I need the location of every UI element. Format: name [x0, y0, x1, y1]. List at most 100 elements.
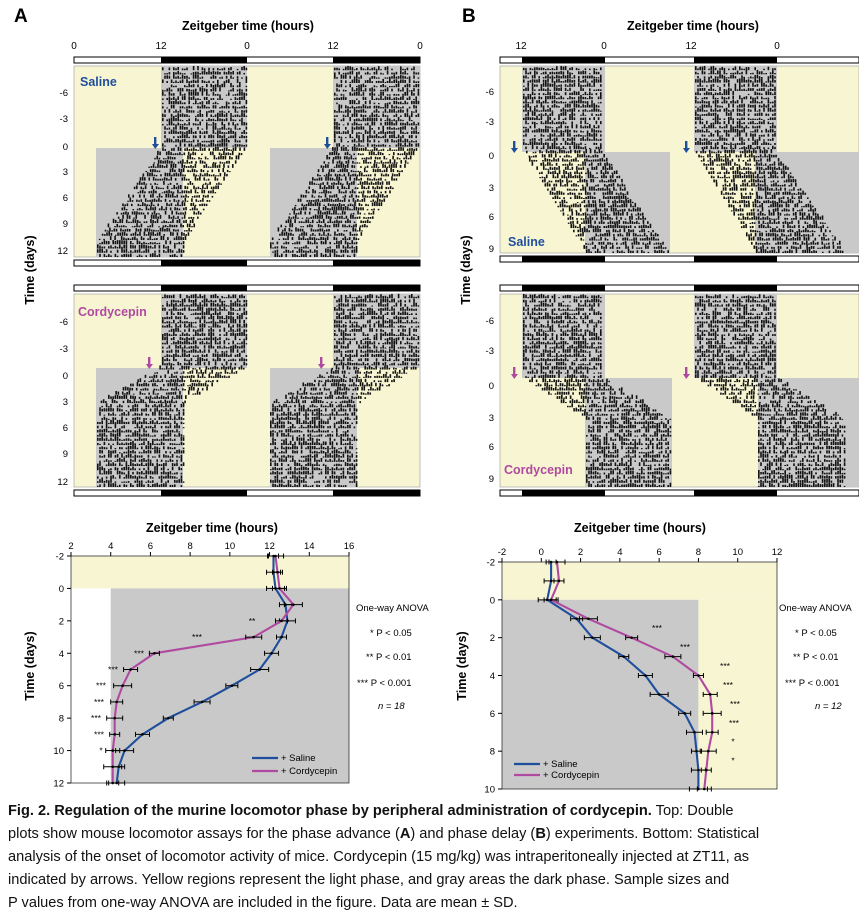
activity-bar	[212, 110, 215, 113]
activity-bar	[415, 353, 417, 357]
activity-bar	[380, 294, 382, 299]
activity-bar	[221, 138, 223, 143]
activity-bar	[342, 356, 345, 362]
activity-bar	[292, 423, 294, 429]
activity-bar	[404, 142, 406, 147]
activity-bar	[330, 168, 333, 173]
activity-bar	[170, 231, 172, 236]
activity-bar	[310, 392, 312, 395]
activity-bar	[393, 178, 395, 181]
activity-bar	[239, 338, 241, 341]
activity-bar	[145, 445, 147, 450]
activity-bar	[415, 334, 417, 336]
activity-bar	[380, 81, 382, 83]
activity-bar	[245, 343, 248, 345]
activity-bar	[316, 215, 319, 219]
activity-bar	[276, 252, 279, 257]
activity-bar	[307, 458, 309, 462]
activity-bar	[173, 81, 175, 83]
activity-bar	[166, 88, 168, 92]
activity-bar	[402, 145, 404, 147]
activity-bar	[386, 321, 389, 324]
activity-bar	[205, 366, 208, 370]
activity-bar	[352, 170, 355, 173]
activity-bar	[318, 202, 321, 207]
activity-bar	[355, 248, 358, 253]
activity-bar	[334, 204, 336, 207]
activity-bar	[174, 397, 176, 399]
activity-bar	[314, 379, 316, 383]
activity-bar	[389, 147, 391, 151]
activity-bar	[192, 65, 195, 71]
activity-bar	[99, 407, 101, 412]
activity-bar	[196, 383, 198, 387]
activity-bar	[134, 412, 136, 416]
activity-bar	[275, 398, 278, 404]
activity-bar	[132, 414, 134, 416]
activity-bar	[223, 327, 226, 332]
activity-bar	[359, 171, 362, 173]
activity-bar	[344, 412, 347, 416]
activity-bar	[133, 398, 136, 404]
activity-bar	[212, 319, 215, 324]
activity-bar	[197, 338, 199, 341]
activity-bar	[223, 176, 225, 181]
activity-bar	[414, 366, 417, 370]
activity-bar	[158, 253, 161, 257]
activity-bar	[338, 338, 340, 341]
activity-bar	[324, 223, 327, 228]
activity-bar	[321, 187, 324, 190]
activity-bar	[217, 130, 219, 134]
activity-bar	[404, 311, 406, 315]
activity-bar	[123, 240, 125, 245]
activity-bar	[166, 177, 168, 181]
activity-bar	[342, 68, 345, 71]
activity-bar	[110, 245, 112, 249]
activity-bar	[184, 123, 186, 126]
activity-bar	[382, 298, 384, 303]
activity-bar	[164, 322, 166, 324]
activity-bar	[364, 353, 367, 357]
activity-bar	[366, 170, 368, 173]
activity-bar	[406, 350, 409, 353]
activity-bar	[312, 203, 314, 207]
activity-bar	[386, 87, 389, 92]
activity-bar	[381, 153, 384, 156]
activity-bar	[369, 140, 371, 143]
activity-bar	[179, 303, 182, 307]
activity-bar	[116, 432, 119, 437]
activity-bar	[373, 334, 376, 336]
activity-bar	[411, 143, 413, 147]
activity-bar	[114, 414, 117, 416]
activity-bar	[134, 403, 136, 408]
activity-bar	[168, 108, 171, 113]
activity-bar	[179, 106, 182, 109]
activity-bar	[347, 338, 349, 341]
activity-bar	[389, 186, 392, 190]
activity-bar	[160, 160, 162, 164]
activity-bar	[182, 159, 184, 164]
activity-bar	[395, 128, 398, 130]
activity-bar	[202, 185, 204, 190]
activity-bar	[369, 92, 371, 96]
activity-bar	[243, 323, 245, 328]
activity-bar	[367, 122, 369, 126]
activity-bar	[210, 109, 212, 113]
activity-bar	[309, 409, 312, 412]
activity-bar	[322, 456, 325, 458]
activity-bar	[170, 93, 173, 96]
activity-bar	[112, 218, 115, 224]
activity-bar	[323, 161, 326, 164]
activity-bar	[142, 187, 145, 190]
activity-bar	[147, 454, 150, 458]
activity-bar	[364, 363, 367, 366]
activity-bar	[350, 213, 353, 215]
activity-bar	[316, 178, 318, 181]
activity-bar	[382, 323, 384, 328]
activity-bar	[348, 384, 351, 387]
activity-bar	[187, 385, 189, 387]
activity-bar	[166, 354, 168, 357]
activity-bar	[158, 193, 161, 198]
activity-bar	[163, 430, 165, 433]
activity-bar	[236, 128, 239, 130]
